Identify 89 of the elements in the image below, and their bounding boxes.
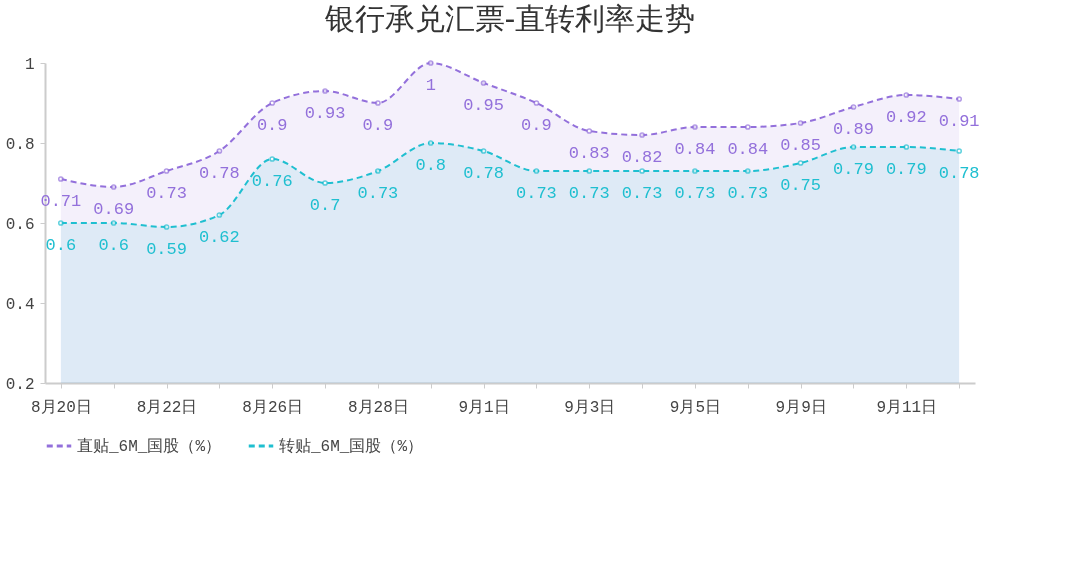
point xyxy=(216,148,223,154)
chart-title: 银行承兑汇票-直转利率走势 xyxy=(323,1,696,36)
point xyxy=(744,124,751,130)
y-tick-label: 0.4 xyxy=(5,295,35,314)
point xyxy=(956,96,963,102)
data-label: 0.71 xyxy=(40,192,82,211)
point xyxy=(163,224,170,230)
data-label: 0.95 xyxy=(463,96,504,115)
x-tick-label: 8月26日 xyxy=(242,398,304,417)
point xyxy=(533,100,540,106)
data-label: 0.92 xyxy=(885,108,927,127)
point xyxy=(427,60,434,66)
point xyxy=(639,168,645,174)
point xyxy=(797,120,804,126)
point xyxy=(850,104,857,110)
x-tick-label: 9月11日 xyxy=(876,398,938,417)
point xyxy=(533,168,540,174)
data-label: 0.9 xyxy=(256,116,288,135)
point xyxy=(744,168,751,174)
data-label: 0.75 xyxy=(780,176,822,195)
data-label: 0.84 xyxy=(674,140,716,159)
data-label: 0.6 xyxy=(45,236,77,255)
data-label: 0.79 xyxy=(885,160,927,179)
y-tick-label: 0.8 xyxy=(5,135,35,154)
point xyxy=(322,88,328,94)
point xyxy=(639,132,645,138)
point xyxy=(427,140,434,146)
data-label: 0.84 xyxy=(727,140,769,159)
data-label: 0.79 xyxy=(833,160,874,179)
x-tick-label: 8月20日 xyxy=(30,398,92,417)
data-label: 0.69 xyxy=(93,200,135,219)
data-label: 0.73 xyxy=(568,184,610,203)
x-tick-label: 9月1日 xyxy=(458,398,510,417)
point xyxy=(163,168,170,174)
data-label: 0.78 xyxy=(198,164,240,183)
y-tick-label: 0.2 xyxy=(5,375,35,394)
data-label: 0.82 xyxy=(621,148,663,167)
point xyxy=(903,144,910,150)
point xyxy=(797,160,804,166)
point xyxy=(586,128,593,134)
x-tick-label: 9月3日 xyxy=(564,398,616,417)
data-label: 0.6 xyxy=(98,236,129,255)
data-label: 0.89 xyxy=(833,120,874,139)
point xyxy=(692,124,698,130)
point xyxy=(692,168,698,174)
data-label: 0.62 xyxy=(198,228,240,247)
data-label: 0.91 xyxy=(938,112,980,131)
point xyxy=(269,156,276,162)
point xyxy=(375,168,381,174)
y-tick-label: 0.6 xyxy=(5,215,35,234)
point xyxy=(110,220,117,226)
data-label: 0.73 xyxy=(621,184,663,203)
x-tick-label: 9月9日 xyxy=(775,398,827,417)
point xyxy=(480,80,487,86)
data-label: 0.73 xyxy=(146,184,187,203)
y-tick-label: 1 xyxy=(24,55,35,74)
data-label: 0.78 xyxy=(938,164,980,183)
point xyxy=(850,144,857,150)
point xyxy=(269,100,276,106)
data-label: 0.73 xyxy=(727,184,769,203)
point xyxy=(57,176,64,182)
data-label: 0.7 xyxy=(309,196,341,215)
x-tick-label: 9月5日 xyxy=(669,398,722,417)
data-label: 0.78 xyxy=(463,164,504,183)
point xyxy=(57,220,64,226)
legend-label: 转贴_6M_国股（%） xyxy=(279,438,424,456)
data-label: 0.83 xyxy=(568,144,610,163)
point xyxy=(480,148,487,154)
data-label: 0.9 xyxy=(521,116,552,135)
x-tick-label: 8月28日 xyxy=(347,398,409,417)
data-label: 0.9 xyxy=(362,116,394,135)
data-label: 0.73 xyxy=(674,184,716,203)
data-label: 0.8 xyxy=(415,156,447,175)
data-label: 0.76 xyxy=(251,172,293,191)
data-label: 0.85 xyxy=(780,136,822,155)
data-label: 0.59 xyxy=(146,240,187,259)
point xyxy=(956,148,963,154)
point xyxy=(375,100,381,106)
point xyxy=(216,212,223,218)
data-label: 0.73 xyxy=(357,184,399,203)
point xyxy=(903,92,910,98)
x-tick-label: 8月22日 xyxy=(136,398,198,417)
point xyxy=(322,180,328,186)
point xyxy=(586,168,593,174)
legend-label: 直贴_6M_国股（%） xyxy=(77,437,222,456)
point xyxy=(110,184,117,190)
data-label: 1 xyxy=(425,76,436,95)
data-label: 0.73 xyxy=(516,184,557,203)
data-label: 0.93 xyxy=(304,104,346,123)
